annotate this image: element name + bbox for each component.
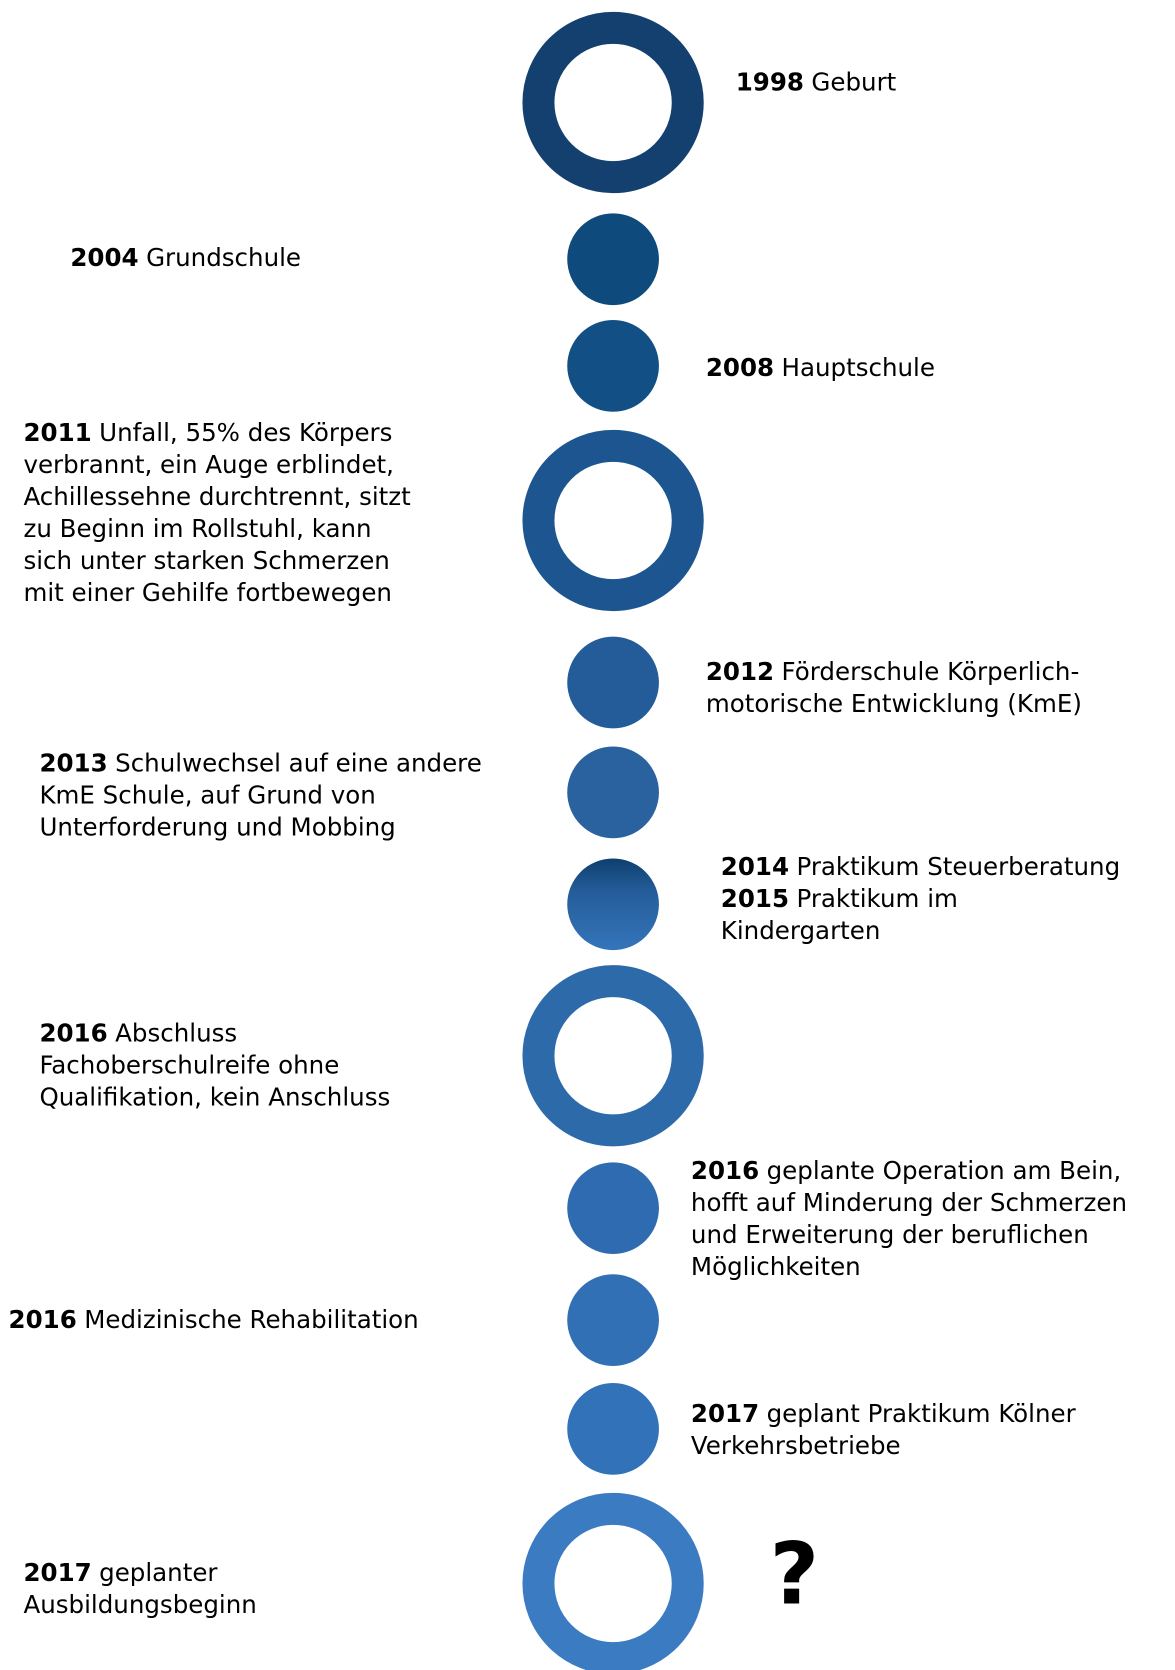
event-label: 2004 Grundschule	[70, 243, 301, 272]
event-text: und Erweiterung der beruflichen	[691, 1220, 1089, 1249]
event-text: Unfall, 55% des Körpers	[99, 418, 392, 447]
event-text: Kindergarten	[721, 916, 881, 945]
ring	[522, 11, 704, 194]
event-text: Medizinische Rehabilitation	[84, 1305, 418, 1334]
event-text: geplante Operation am Bein,	[767, 1156, 1122, 1185]
event-label: 2016 Medizinische Rehabilitation	[9, 1305, 419, 1334]
event-label: 2016 Abschluss Fachoberschulreife ohne Qual…	[39, 1018, 390, 1111]
event-text: Praktikum Steuerberatung	[796, 852, 1120, 881]
event-text: hofft auf Minderung der Schmerzen	[691, 1188, 1127, 1217]
event-year: 1998	[736, 67, 804, 96]
ring	[522, 965, 704, 1147]
event-label: 2013 Schulwechsel auf eine andere KmE Schu…	[39, 749, 481, 842]
event-label: 2012 Förderschule Körperlich-motorische E…	[706, 657, 1082, 718]
event-year: 2008	[706, 353, 774, 382]
event-label: 2011 Unfall, 55% des Körpers verbrannt, ei…	[23, 418, 411, 607]
event-year: 2017	[23, 1558, 91, 1587]
event-label: 2015 Praktikum im Kindergarten	[721, 884, 958, 945]
event-text: geplant Praktikum Kölner	[767, 1399, 1077, 1428]
event-text: Ausbildungsbeginn	[23, 1590, 256, 1619]
event-text: Abschluss	[115, 1018, 237, 1047]
event-year: 2011	[23, 418, 91, 447]
dot	[567, 858, 659, 951]
event-text: geplanter	[99, 1558, 218, 1587]
event-text: Grundschule	[146, 243, 301, 272]
event-year: 2015	[721, 884, 789, 913]
event-text: Förderschule Körperlich-	[782, 657, 1080, 686]
dot	[567, 1383, 659, 1475]
event-text: zu Beginn im Rollstuhl, kann	[23, 514, 371, 543]
event-text: motorische Entwicklung (KmE)	[706, 689, 1082, 718]
event-text: sich unter starken Schmerzen	[23, 546, 389, 575]
event-label: 2014 Praktikum Steuerberatung	[721, 852, 1120, 881]
event-year: 2004	[70, 243, 138, 272]
event-text: Achillessehne durchtrennt, sitzt	[23, 482, 411, 511]
event-text: Praktikum im	[796, 884, 957, 913]
event-label: 2017 geplanter Ausbildungsbeginn	[23, 1558, 256, 1619]
event-text: mit einer Gehilfe fortbewegen	[23, 578, 392, 607]
event-year: 2017	[691, 1399, 759, 1428]
question-mark: ?	[770, 1526, 819, 1625]
event-text: Unterforderung und Mobbing	[39, 813, 395, 842]
event-label: 2008 Hauptschule	[706, 353, 935, 382]
ring	[522, 1492, 704, 1670]
event-year: 2016	[39, 1018, 107, 1047]
dot	[567, 636, 659, 729]
dot	[567, 1162, 659, 1255]
event-text: Hauptschule	[782, 353, 935, 382]
dot	[567, 320, 659, 412]
event-text: verbrannt, ein Auge erblindet,	[23, 450, 394, 479]
event-year: 2014	[721, 852, 789, 881]
event-text: Qualifikation, kein Anschluss	[39, 1082, 390, 1111]
event-text: Möglichkeiten	[691, 1252, 861, 1281]
event-year: 2016	[691, 1156, 759, 1185]
event-label: 2016 geplante Operation am Bein, hofft auf…	[691, 1156, 1127, 1281]
event-year: 2012	[706, 657, 774, 686]
event-text: Schulwechsel auf eine andere	[115, 749, 482, 778]
event-year: 2013	[39, 749, 107, 778]
dot	[567, 213, 659, 306]
event-label: 2017 geplant Praktikum Kölner Verkehrsbetr…	[691, 1399, 1077, 1460]
event-text: Geburt	[811, 67, 896, 96]
dot	[567, 746, 659, 839]
event-text: Fachoberschulreife ohne	[39, 1050, 339, 1079]
dot	[567, 1274, 659, 1366]
event-text: Verkehrsbetriebe	[691, 1431, 901, 1460]
ring	[522, 429, 704, 612]
event-year: 2016	[9, 1305, 77, 1334]
event-label: 1998 Geburt	[736, 67, 897, 96]
event-text: KmE Schule, auf Grund von	[39, 781, 375, 810]
